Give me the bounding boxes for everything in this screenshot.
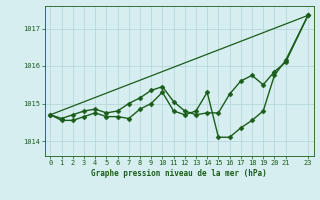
X-axis label: Graphe pression niveau de la mer (hPa): Graphe pression niveau de la mer (hPa) (91, 169, 267, 178)
